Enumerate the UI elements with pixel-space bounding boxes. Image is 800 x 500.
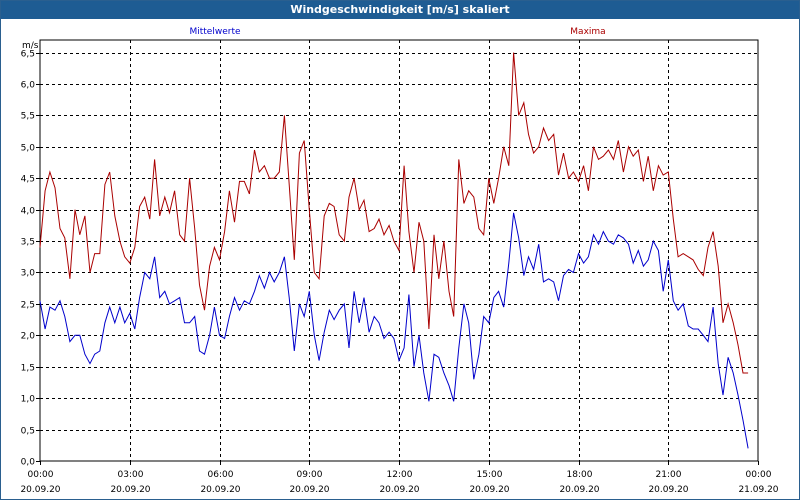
y-tick-label: 6,5 bbox=[21, 50, 35, 60]
y-tick-label: 0,5 bbox=[21, 427, 35, 437]
y-tick-label: 5,5 bbox=[21, 112, 35, 122]
y-axis-label: m/s bbox=[22, 41, 39, 51]
x-tick-time: 06:00 bbox=[208, 470, 234, 480]
series-line-maxima bbox=[39, 52, 749, 374]
x-tick-time: 00:00 bbox=[746, 470, 772, 480]
y-tick-label: 2,5 bbox=[21, 301, 35, 311]
series-line-mittelwerte bbox=[39, 212, 749, 449]
x-tick-time: 15:00 bbox=[477, 470, 503, 480]
y-tick-label: 4,5 bbox=[21, 175, 35, 185]
y-axis: 0,0 0,5 1,0 1,5 2,0 2,5 3,0 3,5 4,0 4,5 5,0 5,5 6,0 6… bbox=[21, 50, 40, 468]
y-tick-label: 2,0 bbox=[21, 332, 36, 342]
x-tick-time: 21:00 bbox=[656, 470, 682, 480]
x-axis: 00:00 20.09.20 03:00 20.09.20 06:00 20.09.20 0… bbox=[20, 461, 779, 495]
y-tick-label: 6,0 bbox=[21, 81, 36, 91]
y-tick-label: 5,0 bbox=[21, 144, 36, 154]
x-tick-time: 00:00 bbox=[28, 470, 54, 480]
legend-mittelwerte: Mittelwerte bbox=[189, 27, 240, 37]
chart-title: Windgeschwindigkeit [m/s] skaliert bbox=[1, 1, 799, 19]
y-tick-label: 0,0 bbox=[21, 458, 36, 468]
y-tick-label: 3,0 bbox=[21, 269, 36, 279]
x-tick-date: 20.09.20 bbox=[289, 485, 329, 495]
x-tick-date: 20.09.20 bbox=[648, 485, 688, 495]
x-tick-date: 20.09.20 bbox=[200, 485, 240, 495]
series-lines bbox=[39, 52, 749, 449]
x-tick-date: 21.09.20 bbox=[738, 485, 778, 495]
y-tick-label: 3,5 bbox=[21, 238, 35, 248]
y-tick-label: 1,0 bbox=[21, 395, 36, 405]
x-tick-time: 03:00 bbox=[118, 470, 144, 480]
y-tick-label: 4,0 bbox=[21, 207, 36, 217]
x-tick-time: 18:00 bbox=[567, 470, 593, 480]
x-tick-date: 20.09.20 bbox=[379, 485, 419, 495]
x-tick-time: 12:00 bbox=[387, 470, 413, 480]
x-tick-date: 20.09.20 bbox=[20, 485, 60, 495]
x-tick-date: 20.09.20 bbox=[559, 485, 599, 495]
x-tick-time: 09:00 bbox=[297, 470, 323, 480]
x-tick-date: 20.09.20 bbox=[469, 485, 509, 495]
x-tick-date: 20.09.20 bbox=[110, 485, 150, 495]
y-tick-label: 1,5 bbox=[21, 364, 35, 374]
legend-maxima: Maxima bbox=[570, 27, 605, 37]
